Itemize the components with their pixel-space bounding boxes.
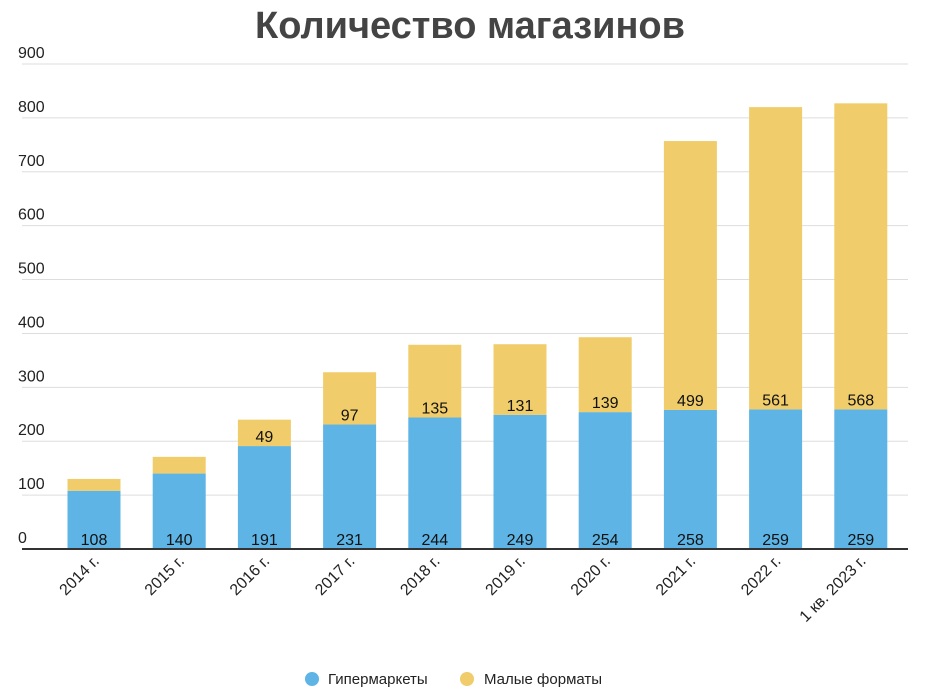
x-tick-label: 2018 г.	[397, 553, 443, 599]
bars	[67, 103, 888, 549]
x-tick-label: 2016 г.	[227, 553, 273, 599]
bar-small-formats	[152, 456, 206, 474]
y-tick-label: 200	[18, 422, 45, 439]
x-tick-label: 2017 г.	[312, 553, 358, 599]
bar-hypermarkets	[834, 409, 888, 549]
bar-hypermarkets	[578, 412, 632, 549]
legend: Гипермаркеты Малые форматы	[305, 671, 602, 688]
legend-swatch	[305, 672, 319, 686]
x-tick-label: 2014 г.	[57, 553, 103, 599]
y-tick-label: 700	[18, 153, 45, 170]
bar-hypermarkets	[408, 417, 462, 549]
bar-hypermarkets	[67, 490, 121, 549]
y-tick-label: 500	[18, 261, 45, 278]
bar-small-formats	[323, 372, 377, 425]
bar-hypermarkets	[237, 446, 291, 549]
legend-item: Гипермаркеты	[305, 671, 428, 688]
y-axis-ticks: 0 100 200 300 400 500 600 700 800 900	[18, 45, 45, 547]
data-label: 108	[81, 532, 108, 549]
data-labels: 108 140 191 49 231 97 244 135 249 131 254 139 258 499…	[81, 392, 875, 549]
legend-item: Малые форматы	[460, 671, 602, 688]
x-tick-label: 2022 г.	[738, 553, 784, 599]
y-tick-label: 900	[18, 45, 45, 62]
bar-small-formats	[408, 344, 462, 418]
gridlines	[22, 63, 908, 496]
chart-title: Количество магазинов	[255, 5, 685, 47]
data-label: 135	[421, 401, 448, 418]
bar-small-formats	[67, 478, 121, 491]
bar-small-formats	[749, 107, 803, 410]
y-tick-label: 100	[18, 476, 45, 493]
bar-hypermarkets	[493, 414, 547, 549]
bar-hypermarkets	[323, 424, 377, 549]
data-label: 254	[592, 532, 619, 549]
x-tick-label: 1 кв. 2023 г.	[797, 553, 870, 626]
data-label: 244	[421, 532, 448, 549]
data-label: 499	[677, 393, 704, 410]
legend-label: Малые форматы	[484, 671, 602, 688]
legend-label: Гипермаркеты	[328, 671, 428, 688]
bar-hypermarkets	[749, 409, 803, 549]
bar-small-formats	[578, 337, 632, 413]
y-tick-label: 0	[18, 530, 27, 547]
legend-swatch	[460, 672, 474, 686]
data-label: 140	[166, 532, 193, 549]
x-tick-label: 2020 г.	[568, 553, 614, 599]
bar-small-formats	[834, 103, 888, 410]
data-label: 568	[847, 392, 874, 409]
x-tick-label: 2019 г.	[483, 553, 529, 599]
y-tick-label: 800	[18, 99, 45, 116]
data-label: 97	[341, 408, 359, 425]
bar-small-formats	[663, 141, 717, 410]
data-label: 259	[847, 532, 874, 549]
y-tick-label: 300	[18, 368, 45, 385]
data-label: 258	[677, 532, 704, 549]
x-axis-ticks: 2014 г. 2015 г. 2016 г. 2017 г. 2018 г. 2019 …	[57, 553, 870, 626]
x-tick-label: 2015 г.	[142, 553, 188, 599]
bar-hypermarkets	[663, 409, 717, 549]
data-label: 131	[507, 398, 534, 415]
bar-small-formats	[237, 419, 291, 447]
bar-hypermarkets	[152, 473, 206, 549]
bar-small-formats	[493, 344, 547, 415]
data-label: 561	[762, 392, 789, 409]
data-label: 259	[762, 532, 789, 549]
y-tick-label: 600	[18, 207, 45, 224]
data-label: 231	[336, 532, 363, 549]
x-tick-label: 2021 г.	[653, 553, 699, 599]
data-label: 249	[507, 532, 534, 549]
data-label: 139	[592, 395, 619, 412]
data-label: 49	[256, 429, 274, 446]
data-label: 191	[251, 532, 278, 549]
y-tick-label: 400	[18, 314, 45, 331]
